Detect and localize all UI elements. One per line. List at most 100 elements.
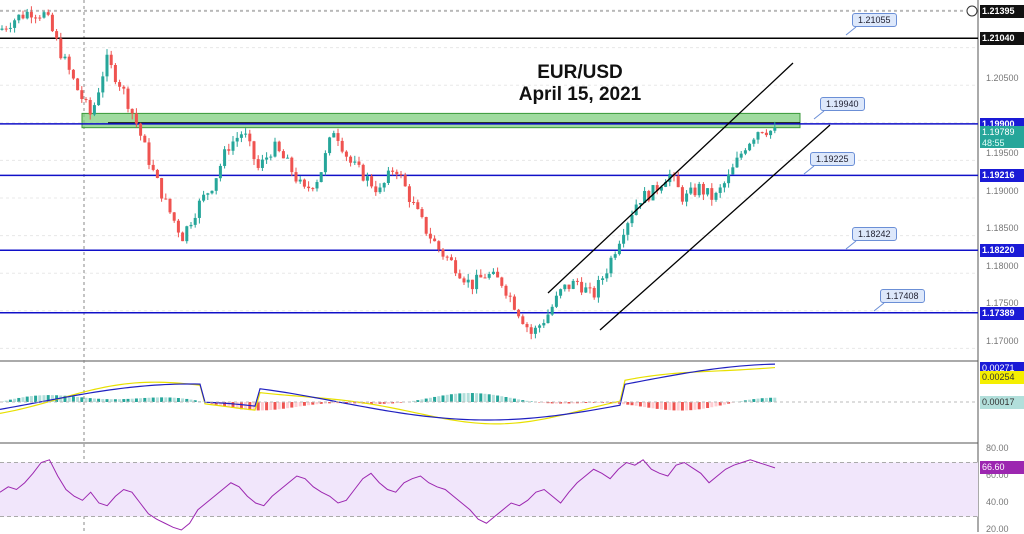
macd-histogram-bar bbox=[30, 396, 33, 402]
candle-body bbox=[534, 328, 537, 334]
macd-histogram-bar bbox=[85, 398, 88, 402]
candle-body bbox=[391, 171, 394, 172]
candle-body bbox=[9, 28, 12, 29]
candle-body bbox=[38, 18, 41, 19]
candle-body bbox=[526, 324, 529, 327]
macd-histogram-bar bbox=[9, 400, 12, 402]
candle-body bbox=[500, 277, 503, 285]
candle-body bbox=[110, 55, 113, 65]
macd-histogram-bar bbox=[765, 398, 768, 402]
candle-body bbox=[471, 280, 474, 289]
macd-histogram-bar bbox=[387, 402, 390, 404]
candle-body bbox=[173, 212, 176, 220]
macd-signal-line bbox=[0, 368, 775, 424]
macd-histogram-bar bbox=[295, 402, 298, 407]
bar-countdown: 48:55 bbox=[980, 137, 1024, 150]
macd-histogram-bar bbox=[286, 402, 289, 408]
candle-body bbox=[47, 12, 50, 15]
callout-pointer bbox=[846, 27, 856, 35]
chart-subtitle: April 15, 2021 bbox=[480, 84, 680, 106]
candle-body bbox=[757, 132, 760, 140]
macd-histogram-bar bbox=[656, 402, 659, 409]
price-callout: 1.19940 bbox=[820, 97, 865, 111]
macd-histogram-bar bbox=[647, 402, 650, 408]
candle-body bbox=[433, 239, 436, 242]
candle-body bbox=[177, 221, 180, 233]
candle-body bbox=[265, 158, 268, 160]
candle-body bbox=[698, 184, 701, 195]
candle-body bbox=[299, 180, 302, 182]
rsi-tick-label: 20.00 bbox=[986, 524, 1009, 534]
candle-body bbox=[269, 157, 272, 158]
rsi-tick-label: 40.00 bbox=[986, 497, 1009, 507]
candle-body bbox=[547, 315, 550, 323]
candle-body bbox=[631, 215, 634, 223]
candle-body bbox=[156, 170, 159, 178]
macd-histogram-bar bbox=[471, 393, 474, 402]
candle-body bbox=[744, 150, 747, 153]
candle-body bbox=[261, 160, 264, 168]
candle-body bbox=[622, 235, 625, 244]
candle-body bbox=[215, 178, 218, 191]
candle-body bbox=[542, 323, 545, 325]
macd-histogram-bar bbox=[509, 398, 512, 402]
candle-body bbox=[1, 29, 4, 30]
macd-histogram-bar bbox=[169, 397, 172, 402]
candle-body bbox=[311, 188, 314, 189]
macd-histogram-bar bbox=[425, 399, 428, 402]
candle-body bbox=[610, 258, 613, 274]
candle-body bbox=[517, 310, 520, 317]
candle-body bbox=[337, 133, 340, 141]
macd-histogram-bar bbox=[463, 393, 466, 402]
macd-value-label: 0.00017 bbox=[980, 396, 1024, 409]
candle-body bbox=[320, 172, 323, 182]
candle-body bbox=[505, 286, 508, 296]
candle-body bbox=[467, 280, 470, 283]
candle-body bbox=[618, 244, 621, 254]
candle-body bbox=[114, 65, 117, 82]
price-tick-label: 1.17000 bbox=[986, 336, 1019, 346]
macd-histogram-bar bbox=[673, 402, 676, 410]
macd-histogram-bar bbox=[454, 394, 457, 402]
macd-histogram-bar bbox=[555, 402, 558, 404]
candle-body bbox=[353, 162, 356, 163]
macd-histogram-bar bbox=[664, 402, 667, 410]
candle-body bbox=[748, 144, 751, 150]
candle-body bbox=[34, 17, 37, 18]
level-price-label: 1.18220 bbox=[980, 244, 1024, 257]
candle-body bbox=[765, 133, 768, 135]
price-tick-label: 1.18500 bbox=[986, 223, 1019, 233]
candle-body bbox=[5, 29, 8, 30]
candle-body bbox=[685, 194, 688, 202]
macd-histogram-bar bbox=[429, 398, 432, 402]
macd-histogram-bar bbox=[723, 402, 726, 405]
candle-body bbox=[93, 105, 96, 114]
candle-body bbox=[169, 199, 172, 213]
macd-histogram-bar bbox=[80, 397, 83, 402]
candle-body bbox=[219, 166, 222, 178]
rsi-band bbox=[0, 463, 978, 517]
price-tick-label: 1.18000 bbox=[986, 261, 1019, 271]
candle-body bbox=[446, 257, 449, 258]
candle-body bbox=[127, 89, 130, 109]
candle-body bbox=[593, 288, 596, 298]
candle-body bbox=[463, 278, 466, 282]
macd-histogram-bar bbox=[479, 393, 482, 402]
crosshair-price-label: 1.21395 bbox=[980, 5, 1024, 18]
candle-body bbox=[43, 12, 46, 17]
macd-histogram-bar bbox=[72, 397, 75, 402]
price-callout: 1.18242 bbox=[852, 227, 897, 241]
candle-body bbox=[232, 141, 235, 150]
macd-histogram-bar bbox=[269, 402, 272, 410]
macd-histogram-bar bbox=[433, 397, 436, 402]
candle-body bbox=[563, 285, 566, 290]
candle-body bbox=[689, 188, 692, 194]
candle-body bbox=[484, 277, 487, 278]
candle-body bbox=[135, 113, 138, 123]
candle-body bbox=[185, 226, 188, 241]
candle-body bbox=[307, 187, 310, 188]
candle-body bbox=[68, 57, 71, 70]
candle-body bbox=[164, 199, 167, 200]
macd-histogram-bar bbox=[698, 402, 701, 409]
